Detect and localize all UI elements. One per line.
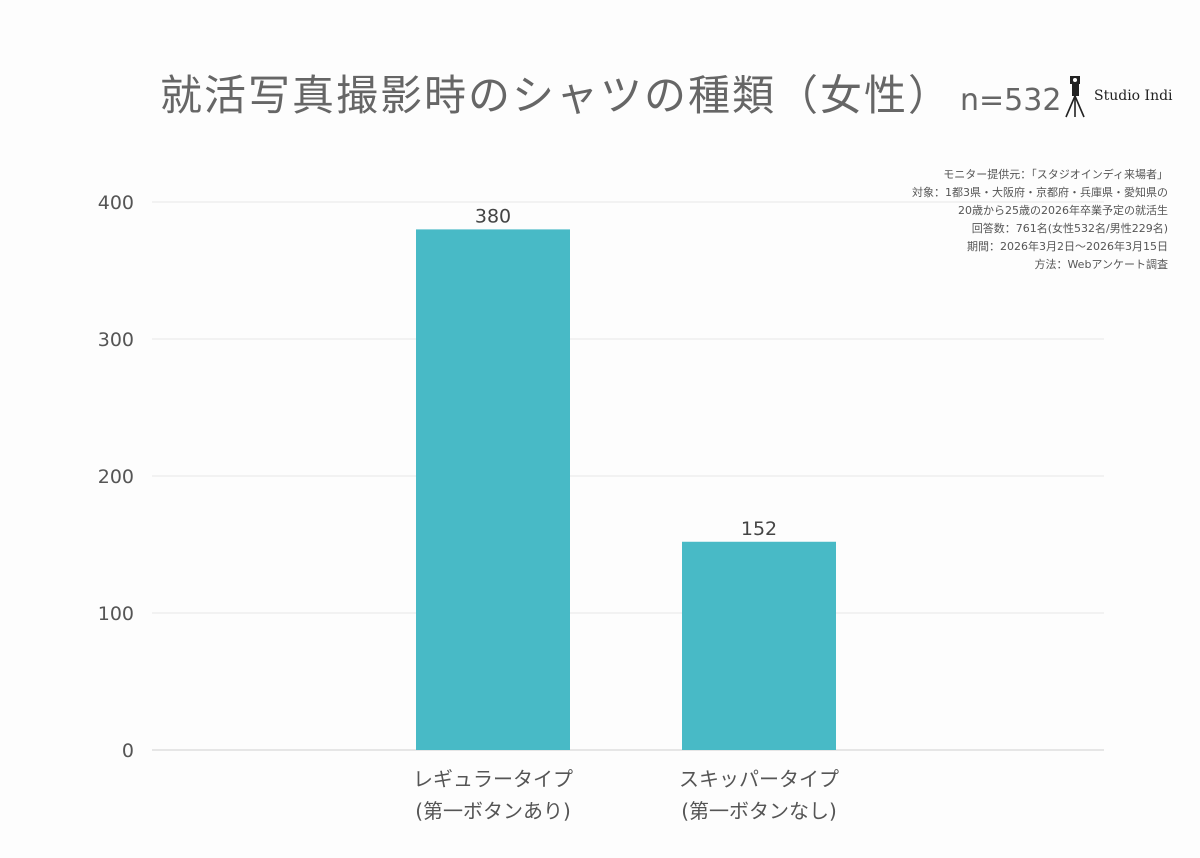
value-labels: 380 152 — [475, 205, 777, 539]
y-tick-label: 0 — [122, 740, 134, 762]
brand-logo: Studio Indi — [1064, 74, 1173, 118]
sample-size: n=532 — [960, 83, 1062, 118]
survey-notes: モニター提供元：「スタジオインディ来場者」 対象：1都3県・大阪府・京都府・兵庫… — [912, 166, 1168, 274]
chart-title-row: 就活写真撮影時のシャツの種類（女性） n=532 — [160, 62, 1061, 123]
note-line: モニター提供元：「スタジオインディ来場者」 — [943, 168, 1168, 181]
camera-tripod-icon — [1065, 76, 1085, 118]
bar — [682, 541, 836, 750]
note-line: 回答数：761名(女性532名/男性229名) — [971, 222, 1168, 235]
x-tick-label: レギュラータイプ — [413, 767, 573, 791]
note-line: 20歳から25歳の2026年卒業予定の就活生 — [958, 204, 1168, 217]
grid-lines — [152, 201, 1104, 751]
bars — [416, 229, 836, 750]
x-tick-label: スキッパータイプ — [679, 767, 839, 791]
x-axis-labels: レギュラータイプ (第一ボタンあり) スキッパータイプ (第一ボタンなし) — [413, 767, 839, 823]
note-line: 方法：Webアンケート調査 — [1034, 258, 1168, 271]
note-line: 期間：2026年3月2日〜2026年3月15日 — [967, 240, 1168, 253]
note-line: 対象：1都3県・大阪府・京都府・兵庫県・愛知県の — [912, 186, 1168, 199]
y-tick-label: 200 — [98, 466, 134, 488]
value-label: 152 — [741, 518, 777, 540]
value-label: 380 — [475, 205, 511, 227]
bar — [416, 229, 570, 750]
y-tick-label: 100 — [98, 603, 134, 625]
x-tick-label: (第一ボタンなし) — [681, 799, 837, 823]
y-tick-label: 300 — [98, 329, 134, 351]
y-axis-ticks: 0 100 200 300 400 — [98, 192, 134, 762]
chart-title: 就活写真撮影時のシャツの種類（女性） — [160, 71, 953, 120]
x-tick-label: (第一ボタンあり) — [415, 799, 571, 823]
logo-text: Studio Indi — [1094, 88, 1173, 104]
y-tick-label: 400 — [98, 192, 134, 214]
